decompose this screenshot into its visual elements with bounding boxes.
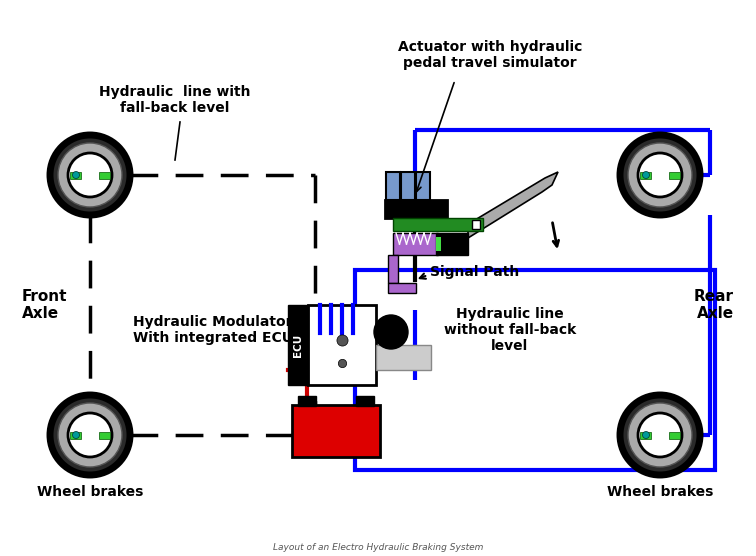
Circle shape [643,171,649,178]
FancyBboxPatch shape [388,255,398,283]
FancyBboxPatch shape [393,218,483,231]
Text: Wheel brakes: Wheel brakes [37,485,143,499]
FancyBboxPatch shape [472,220,480,229]
Text: Wheel brakes: Wheel brakes [607,485,713,499]
FancyBboxPatch shape [356,396,374,406]
FancyBboxPatch shape [669,171,680,178]
FancyBboxPatch shape [436,233,468,255]
Circle shape [50,395,130,475]
Text: ECU: ECU [293,334,303,356]
Text: Hydraulic Modulator
With integrated ECU: Hydraulic Modulator With integrated ECU [133,315,293,345]
Circle shape [628,403,692,467]
Text: Layout of an Electro Hydraulic Braking System: Layout of an Electro Hydraulic Braking S… [273,544,483,553]
FancyBboxPatch shape [70,171,81,178]
Circle shape [58,143,122,207]
Polygon shape [468,172,558,238]
Text: Rear
Axle: Rear Axle [694,289,734,321]
FancyBboxPatch shape [376,345,431,370]
Circle shape [73,431,79,439]
FancyBboxPatch shape [70,431,81,439]
Text: Signal Path: Signal Path [430,265,519,279]
FancyBboxPatch shape [393,233,438,255]
FancyBboxPatch shape [385,200,447,218]
Text: Front
Axle: Front Axle [22,289,67,321]
Circle shape [638,413,682,457]
Circle shape [620,395,700,475]
FancyBboxPatch shape [288,305,308,385]
FancyBboxPatch shape [640,431,651,439]
Circle shape [374,315,408,349]
FancyBboxPatch shape [99,171,110,178]
Circle shape [620,135,700,215]
Text: Actuator with hydraulic
pedal travel simulator: Actuator with hydraulic pedal travel sim… [398,40,582,70]
Circle shape [68,413,112,457]
Text: Hydraulic line
without fall-back
level: Hydraulic line without fall-back level [444,307,576,353]
FancyBboxPatch shape [416,172,430,200]
FancyBboxPatch shape [436,237,441,251]
Text: Hydraulic  line with
fall-back level: Hydraulic line with fall-back level [99,85,251,115]
FancyBboxPatch shape [308,305,376,385]
FancyBboxPatch shape [401,172,415,200]
FancyBboxPatch shape [99,431,110,439]
Circle shape [68,153,112,197]
FancyBboxPatch shape [292,405,380,457]
Circle shape [628,143,692,207]
Circle shape [58,403,122,467]
FancyBboxPatch shape [388,283,416,293]
FancyBboxPatch shape [640,171,651,178]
FancyBboxPatch shape [386,172,400,200]
Circle shape [73,171,79,178]
Circle shape [643,431,649,439]
FancyBboxPatch shape [669,431,680,439]
FancyBboxPatch shape [298,396,316,406]
Circle shape [50,135,130,215]
Circle shape [638,153,682,197]
